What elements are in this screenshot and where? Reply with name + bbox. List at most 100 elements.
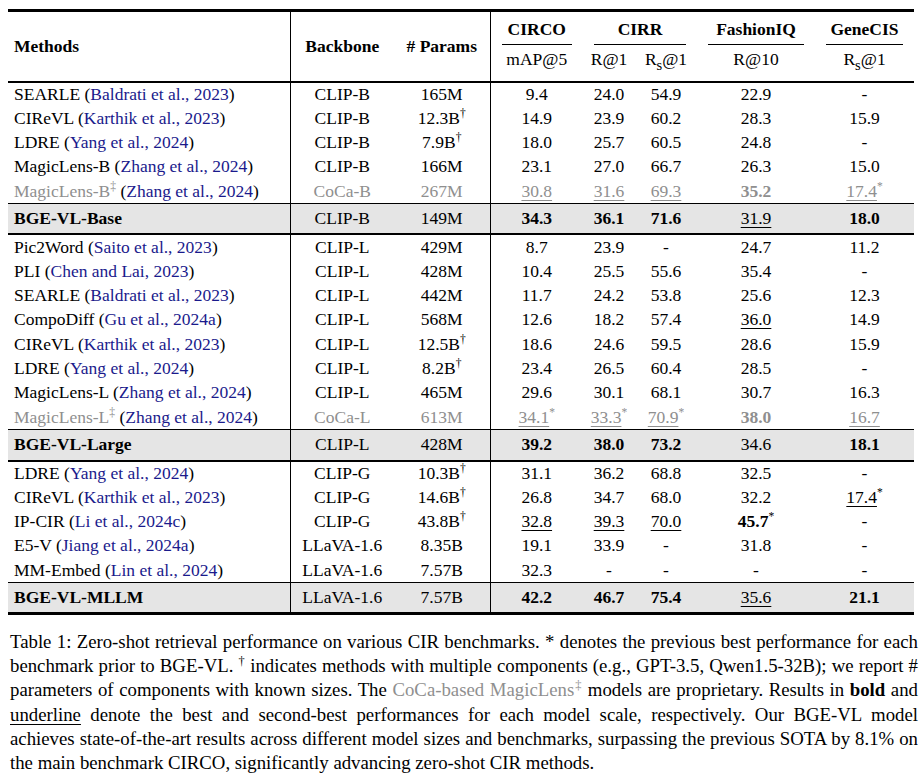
backbone-cell: LLaVA-1.6 [290,583,394,614]
method-cell: SEARLE (Baldrati et al., 2023) [8,82,290,106]
citation-link[interactable]: Lin et al., 2024 [111,560,217,580]
metric-value: 16.7 [849,407,880,427]
metric-value: 24.8 [741,132,772,152]
citation-link[interactable]: Yang et al., 2024 [70,132,188,152]
citation-link[interactable]: Gu et al., 2024a [105,309,216,329]
citation-link[interactable]: Jiang et al., 2024a [62,535,189,555]
citation-link[interactable]: Karthik et al., 2023 [84,334,220,354]
paper-page: Methods Backbone # Params CIRCO CIRR Fas… [0,0,922,775]
backbone-cell: CLIP-L [290,356,394,380]
metric-value: 32.8 [521,511,552,531]
metric-value: 21.1 [849,587,880,607]
citation-link[interactable]: Zhang et al., 2024 [120,156,247,176]
value-cell: 34.7 [583,485,635,509]
value-cell: 18.0 [490,130,583,154]
method-name: SEARLE [14,285,80,305]
backbone-cell: CLIP-B [290,203,394,234]
method-name: BGE-VL-Base [14,208,122,228]
citation-link[interactable]: Baldrati et al., 2023 [90,84,229,104]
method-cell: LDRE (Yang et al., 2024) [8,461,290,485]
metric-value: 35.2 [741,181,772,201]
method-name: MagicLens-L [14,407,109,427]
citation-link[interactable]: Saito et al., 2023 [94,237,212,257]
metric-value: 16.3 [849,382,880,402]
citation-link[interactable]: Zhang et al., 2024 [125,407,252,427]
params-cell: 428M [394,430,490,461]
paren-close: ) [229,285,235,305]
value-cell: - [635,234,697,258]
summary-row: BGE-VL-LargeCLIP-L428M39.238.073.234.618… [8,430,914,461]
table-row: CompoDiff (Gu et al., 2024a)CLIP-L568M12… [8,308,914,332]
method-cell: MagicLens-B‡ (Zhang et al., 2024) [8,179,290,203]
value-cell: 70.9* [635,405,697,429]
metric-value: 12.6 [521,309,552,329]
value-cell: 28.5 [697,356,815,380]
params-cell: 465M [394,381,490,405]
method-name: BGE-VL-MLLM [14,587,143,607]
metric-value: 15.9 [849,108,880,128]
metric-value: 34.1 [519,407,550,427]
metric-value: 8.7 [526,237,548,257]
value-cell: 23.1 [490,155,583,179]
caption-segment: CoCa-based MagicLens [392,679,574,700]
citation-link[interactable]: Karthik et al., 2023 [84,108,220,128]
params-value: 12.5B [418,334,460,354]
method-cell: CIReVL (Karthik et al., 2023) [8,106,290,130]
column-header-params: # Params [394,11,490,82]
citation-link[interactable]: Li et al., 2024c [75,511,180,531]
group-header-fashioniq: FashionIQ [697,11,815,46]
column-subheader-r10: R@10 [697,45,815,82]
method-name: LDRE [14,463,60,483]
value-cell: 30.8 [490,179,583,203]
summary-row: BGE-VL-MLLMLLaVA-1.67.57B42.246.775.435.… [8,583,914,614]
metric-value: 33.3 [591,407,622,427]
citation-link[interactable]: Zhang et al., 2024 [126,181,253,201]
metric-value: 55.6 [651,261,682,281]
params-value: 43.8B [418,511,460,531]
paren-close: ) [188,463,194,483]
value-cell: 60.4 [635,356,697,380]
params-value: 14.6B [418,487,460,507]
citation-link[interactable]: Karthik et al., 2023 [84,487,220,507]
metric-value: - [663,237,669,257]
metric-value: 36.1 [594,208,625,228]
metric-value: 70.0 [651,511,682,531]
value-cell: 24.0 [583,82,635,106]
caption-segment: bold [850,679,886,700]
metric-value: 70.9 [648,407,679,427]
params-cell: 8.35B [394,534,490,558]
citation-link[interactable]: Chen and Lai, 2023 [50,261,188,281]
value-cell: 57.4 [635,308,697,332]
metric-value: 59.5 [651,334,682,354]
value-cell: 16.7 [815,405,914,429]
table-row: LDRE (Yang et al., 2024)CLIP-L8.2B†23.42… [8,356,914,380]
table-header: Methods Backbone # Params CIRCO CIRR Fas… [8,11,914,82]
citation-link[interactable]: Baldrati et al., 2023 [90,285,229,305]
value-cell: 34.6 [697,430,815,461]
value-cell: 17.4* [815,485,914,509]
citation-link[interactable]: Zhang et al., 2024 [119,382,246,402]
metric-value: 69.3 [651,181,682,201]
table-row: E5-V (Jiang et al., 2024a)LLaVA-1.68.35B… [8,534,914,558]
value-cell: 12.3 [815,283,914,307]
value-cell: 25.5 [583,259,635,283]
value-cell: 55.6 [635,259,697,283]
metric-value: 15.9 [849,334,880,354]
metric-value: 23.9 [594,108,625,128]
backbone-cell: CLIP-L [290,381,394,405]
citation-link[interactable]: Yang et al., 2024 [70,358,188,378]
paren-open: ( [84,237,94,257]
metric-value: 18.1 [849,434,880,454]
value-cell: 15.9 [815,106,914,130]
backbone-cell: CLIP-L [290,283,394,307]
metric-value: 28.5 [741,358,772,378]
value-cell: 24.6 [583,332,635,356]
metric-value: 53.8 [651,285,682,305]
metric-value: 35.6 [741,587,772,607]
backbone-cell: CLIP-G [290,509,394,533]
method-cell: MagicLens-L‡ (Zhang et al., 2024) [8,405,290,429]
citation-link[interactable]: Yang et al., 2024 [70,463,188,483]
value-cell: 19.1 [490,534,583,558]
caption-segment: and [885,679,918,700]
table-row: CIReVL (Karthik et al., 2023)CLIP-L12.5B… [8,332,914,356]
